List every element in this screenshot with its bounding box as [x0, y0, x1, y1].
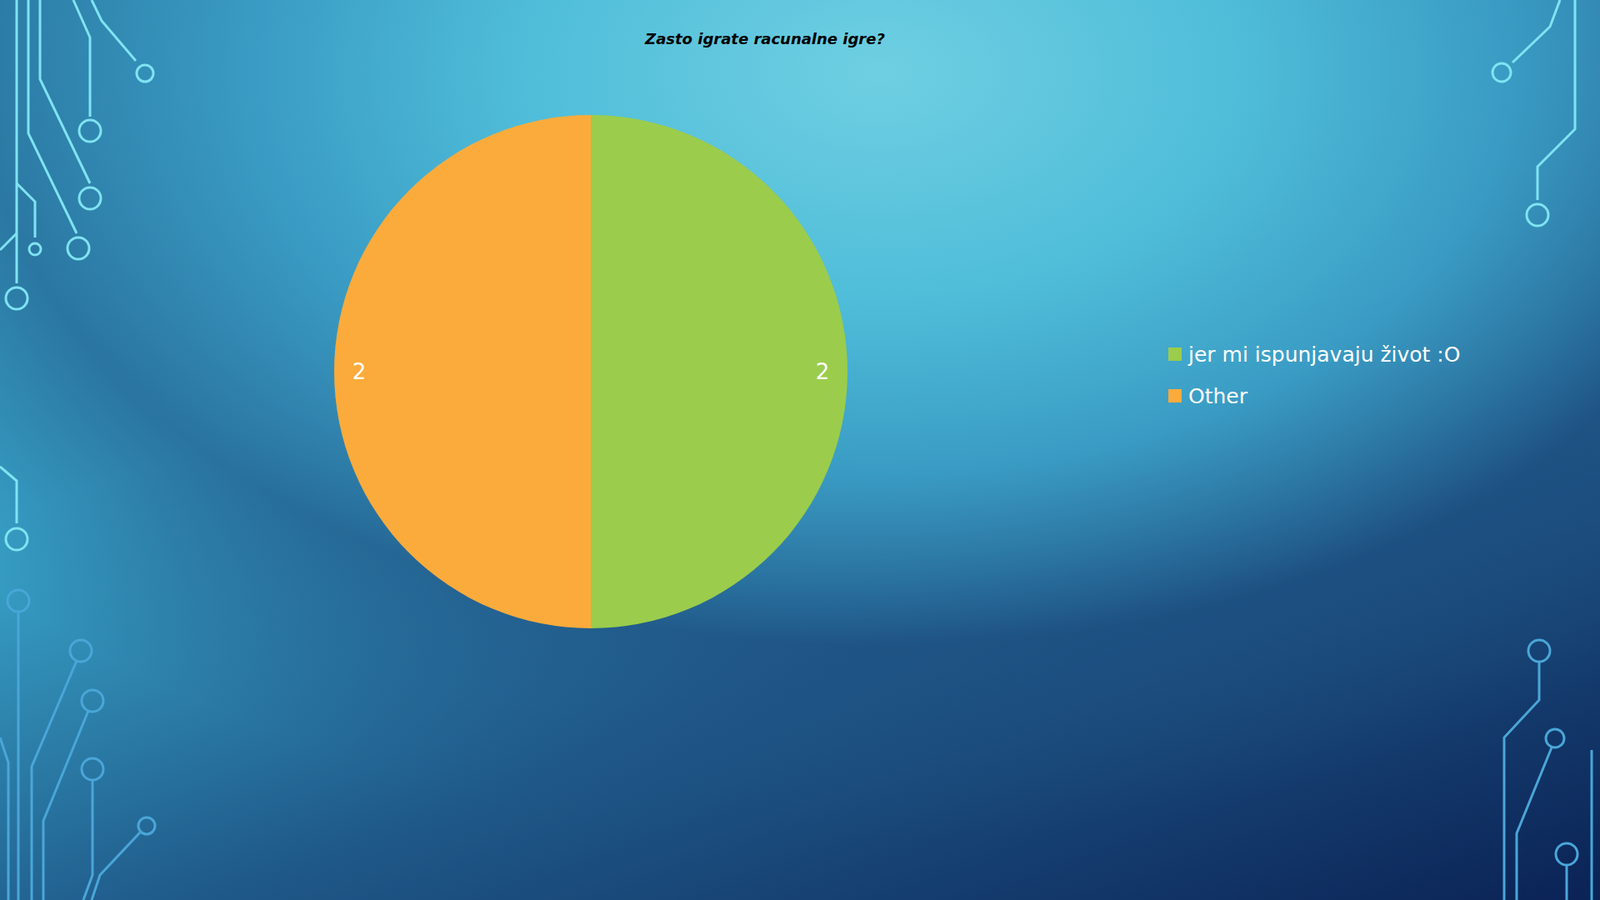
svg-text:2: 2 [352, 359, 367, 385]
html-text:Other: Other [1188, 383, 1248, 408]
html-text:jer mi ispunjavaju život :O: jer mi ispunjavaju život :O [1188, 342, 1461, 367]
html-text:Zasto igrate racunalne igre?: Zasto igrate racunalne igre? [645, 30, 885, 48]
svg-text:2: 2 [815, 359, 830, 385]
